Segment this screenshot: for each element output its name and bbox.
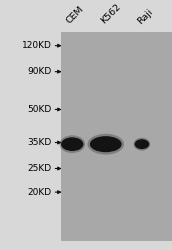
Text: 50KD: 50KD: [27, 105, 52, 114]
Ellipse shape: [133, 138, 150, 151]
Ellipse shape: [61, 137, 83, 151]
Text: CEM: CEM: [65, 5, 86, 25]
Text: K562: K562: [99, 2, 123, 26]
Text: Raji: Raji: [136, 7, 154, 26]
Ellipse shape: [135, 139, 149, 149]
Text: 20KD: 20KD: [28, 188, 52, 197]
Bar: [61, 32, 172, 240]
Text: 90KD: 90KD: [27, 67, 52, 76]
Text: 120KD: 120KD: [22, 41, 52, 50]
Text: 25KD: 25KD: [28, 164, 52, 173]
Ellipse shape: [59, 135, 85, 153]
Ellipse shape: [88, 134, 124, 154]
Ellipse shape: [90, 136, 122, 152]
Text: 35KD: 35KD: [27, 138, 52, 147]
